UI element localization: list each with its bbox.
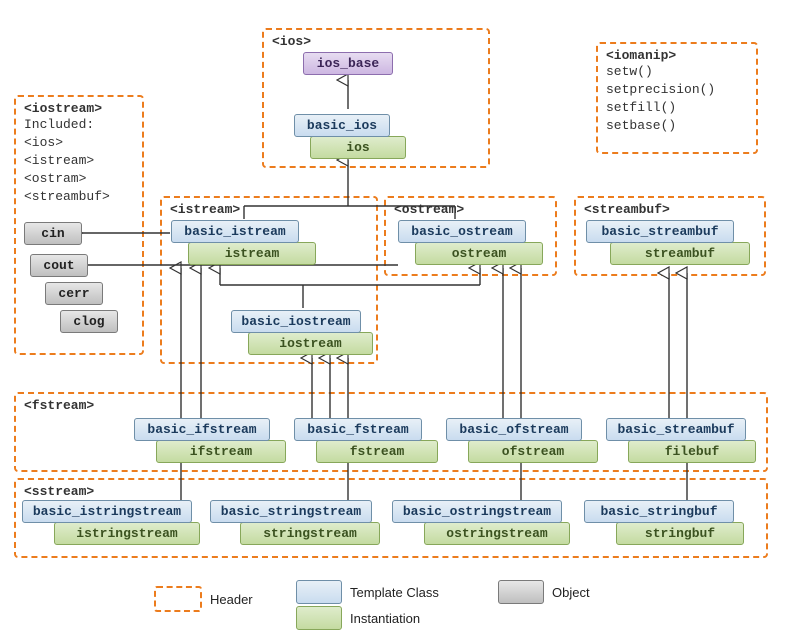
node-basic-ostream-template: basic_ostream [398, 220, 526, 243]
node-basic-istringstream-instant: istringstream [54, 522, 200, 545]
node-basic-ios-template: basic_ios [294, 114, 390, 137]
header-streambuf-title: <streambuf> [584, 202, 756, 217]
node-basic-fstream-instant: fstream [316, 440, 438, 463]
header-ostream-title: <ostream> [394, 202, 547, 217]
legend-object: Object [498, 580, 590, 604]
node-basic-stringbuf-instant: stringbuf [616, 522, 744, 545]
legend-object-label: Object [552, 585, 590, 600]
legend-instant: Instantiation [296, 606, 420, 630]
iostream-line-0: Included: [24, 116, 134, 134]
header-ios-title: <ios> [272, 34, 480, 49]
header-iomanip-title: <iomanip> [606, 48, 748, 63]
header-iomanip: <iomanip> setw() setprecision() setfill(… [596, 42, 758, 154]
node-basic-istream-template: basic_istream [171, 220, 299, 243]
iomanip-line-0: setw() [606, 63, 748, 81]
node-basic-istream-instant: istream [188, 242, 316, 265]
node-basic-ostringstream-instant: ostringstream [424, 522, 570, 545]
legend-template-swatch [296, 580, 342, 604]
iostream-line-2: <istream> [24, 152, 134, 170]
diagram-canvas: <ios> ios_base basic_ios ios <iomanip> s… [0, 0, 786, 640]
node-basic-stringbuf-template: basic_stringbuf [584, 500, 734, 523]
iomanip-line-1: setprecision() [606, 81, 748, 99]
node-ios-base: ios_base [303, 52, 393, 75]
node-basic-ios-instant: ios [310, 136, 406, 159]
node-basic-streambuf-template: basic_streambuf [586, 220, 734, 243]
node-basic-stringstream-instant: stringstream [240, 522, 380, 545]
legend-header-label: Header [210, 592, 253, 607]
node-basic-istringstream-template: basic_istringstream [22, 500, 192, 523]
iostream-line-4: <streambuf> [24, 188, 134, 206]
node-basic-ostream-instant: ostream [415, 242, 543, 265]
node-basic-ifstream-instant: ifstream [156, 440, 286, 463]
node-basic-ofstream-template: basic_ofstream [446, 418, 582, 441]
node-basic-ofstream-instant: ofstream [468, 440, 598, 463]
header-istream-title: <istream> [170, 202, 368, 217]
object-clog: clog [60, 310, 118, 333]
object-cout: cout [30, 254, 88, 277]
legend-template-label: Template Class [350, 585, 439, 600]
header-iostream-title: <iostream> [24, 101, 134, 116]
object-cin: cin [24, 222, 82, 245]
iostream-line-1: <ios> [24, 134, 134, 152]
node-basic-ostringstream-template: basic_ostringstream [392, 500, 562, 523]
iomanip-line-3: setbase() [606, 117, 748, 135]
node-basic-filebuf-instant: filebuf [628, 440, 756, 463]
legend-object-swatch [498, 580, 544, 604]
node-basic-stringstream-template: basic_stringstream [210, 500, 372, 523]
iomanip-line-2: setfill() [606, 99, 748, 117]
node-basic-ifstream-template: basic_ifstream [134, 418, 270, 441]
object-cerr: cerr [45, 282, 103, 305]
legend-header: Header [154, 586, 253, 612]
node-basic-fstream-template: basic_fstream [294, 418, 422, 441]
legend-instant-label: Instantiation [350, 611, 420, 626]
iostream-line-3: <ostram> [24, 170, 134, 188]
node-basic-iostream-instant: iostream [248, 332, 373, 355]
header-fstream-title: <fstream> [24, 398, 758, 413]
legend-header-swatch [154, 586, 202, 612]
legend-instant-swatch [296, 606, 342, 630]
node-basic-streambuf-instant: streambuf [610, 242, 750, 265]
node-basic-iostream-template: basic_iostream [231, 310, 361, 333]
node-basic-filebuf-template: basic_streambuf [606, 418, 746, 441]
header-sstream-title: <sstream> [24, 484, 758, 499]
legend-template: Template Class [296, 580, 439, 604]
